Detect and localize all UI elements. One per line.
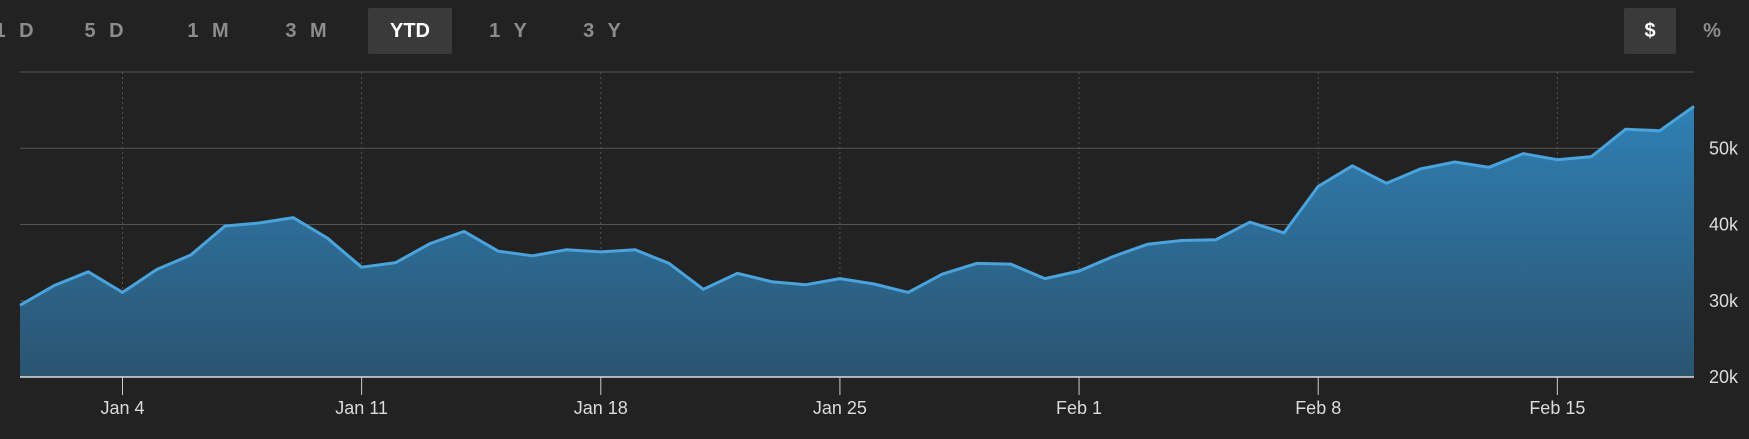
y-axis-ticks: 20k 30k 40k 50k <box>1709 138 1739 387</box>
range-button-3m[interactable]: 3 M <box>285 20 331 42</box>
x-tick-label: Jan 11 <box>335 398 388 418</box>
x-tick-label: Jan 18 <box>574 398 628 418</box>
x-axis-ticks: Jan 4 Jan 11 Jan 18 Jan 25 Feb 1 Feb 8 Feb 15 <box>100 377 1585 418</box>
x-tick-label: Jan 4 <box>100 398 144 418</box>
series-line <box>19 105 1695 307</box>
x-tick-label: Feb 15 <box>1529 398 1585 418</box>
y-tick-label: 50k <box>1709 138 1739 158</box>
y-tick-label: 40k <box>1709 215 1739 235</box>
percent-toggle-button[interactable]: % <box>1703 20 1721 42</box>
x-tick-label: Feb 8 <box>1295 398 1341 418</box>
range-button-3y[interactable]: 3 Y <box>583 20 625 42</box>
y-tick-label: 30k <box>1709 291 1739 311</box>
x-tick-label: Feb 1 <box>1056 398 1102 418</box>
range-button-1y[interactable]: 1 Y <box>489 20 531 42</box>
range-button-ytd[interactable]: YTD <box>368 8 452 54</box>
x-tick-label: Jan 25 <box>813 398 867 418</box>
range-button-1d[interactable]: 1 D <box>0 20 38 42</box>
series-area <box>20 106 1694 378</box>
range-button-1m[interactable]: 1 M <box>187 20 233 42</box>
vertical-gridlines <box>121 72 1558 377</box>
range-button-5d[interactable]: 5 D <box>84 20 128 42</box>
y-tick-label: 20k <box>1709 367 1739 387</box>
dollar-toggle-button[interactable]: $ <box>1624 8 1676 54</box>
